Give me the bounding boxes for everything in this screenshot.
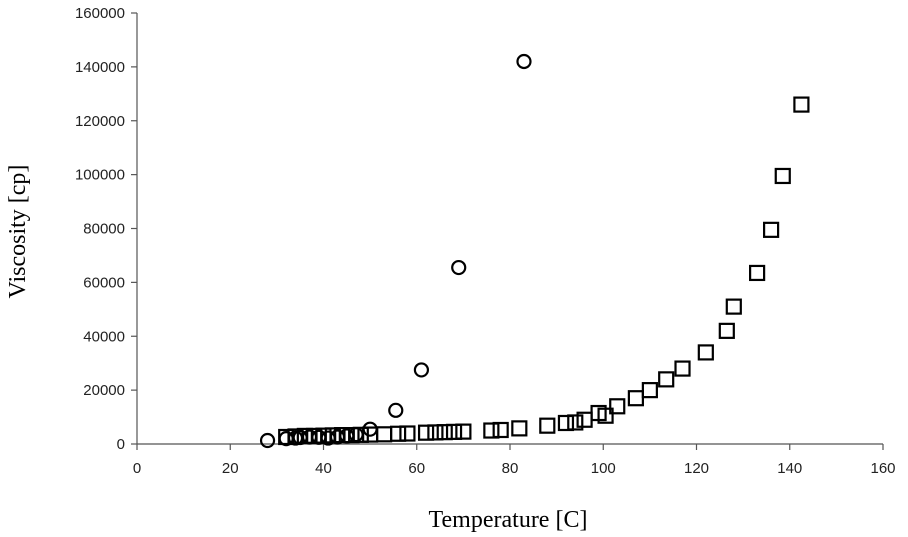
square-point [436, 424, 453, 441]
square-point [567, 414, 584, 431]
x-tick-label: 60 [408, 460, 425, 477]
square-point [557, 414, 575, 432]
square-point [674, 360, 691, 377]
x-axis-ticks: 0 20 40 60 80 100 120 140 160 [133, 444, 896, 477]
square-point [539, 417, 556, 434]
y-tick-label: 160000 [75, 5, 125, 22]
square-point [296, 427, 313, 445]
x-tick-label: 20 [222, 460, 239, 477]
square-point [427, 424, 444, 441]
square-point [343, 427, 360, 444]
square-point [774, 167, 791, 185]
y-axis-title: Viscosity [cp] [5, 165, 31, 299]
y-tick-label: 60000 [83, 274, 125, 291]
y-axis-ticks: 0 20000 40000 60000 80000 100000 120000 140000 1… [75, 5, 137, 453]
x-tick-label: 160 [870, 460, 895, 477]
y-tick-label: 0 [117, 436, 125, 453]
data-points [259, 53, 810, 449]
x-axis-title: Temperature [C] [429, 507, 588, 533]
square-point [306, 427, 323, 445]
circle-point [388, 402, 404, 418]
square-point [315, 427, 332, 444]
square-point [511, 420, 528, 437]
square-point [718, 322, 735, 339]
square-point [455, 423, 472, 440]
square-point [278, 428, 295, 446]
x-tick-label: 120 [684, 460, 709, 477]
square-point [417, 424, 435, 441]
square-point [597, 407, 614, 424]
square-point [492, 421, 509, 439]
y-tick-label: 120000 [75, 113, 125, 130]
square-point [445, 423, 463, 440]
x-tick-label: 100 [591, 460, 616, 477]
square-point [376, 426, 393, 443]
x-tick-label: 80 [502, 460, 519, 477]
square-point [725, 298, 742, 315]
circle-point [259, 432, 276, 449]
circle-point [362, 421, 378, 437]
circle-point [348, 426, 364, 443]
y-tick-label: 100000 [75, 167, 125, 184]
square-point [627, 390, 644, 407]
x-tick-label: 0 [133, 460, 141, 477]
circle-point [516, 53, 532, 70]
square-point [762, 221, 780, 238]
square-point [324, 427, 341, 444]
circle-point [451, 259, 467, 276]
y-tick-label: 80000 [83, 221, 125, 238]
y-tick-label: 40000 [83, 328, 125, 345]
square-point [483, 422, 500, 439]
square-point [749, 264, 766, 282]
x-tick-label: 140 [777, 460, 802, 477]
square-point [334, 427, 351, 444]
square-point [287, 428, 304, 445]
circle-point [413, 362, 430, 378]
square-point [793, 96, 810, 113]
square-point [658, 371, 675, 388]
square-point [399, 425, 416, 442]
square-point [352, 426, 369, 443]
square-point [697, 344, 714, 361]
square-point [609, 398, 626, 415]
square-point [641, 382, 658, 399]
x-tick-label: 40 [315, 460, 332, 477]
y-tick-label: 20000 [83, 382, 125, 399]
y-tick-label: 140000 [75, 59, 125, 76]
square-point [390, 425, 407, 442]
